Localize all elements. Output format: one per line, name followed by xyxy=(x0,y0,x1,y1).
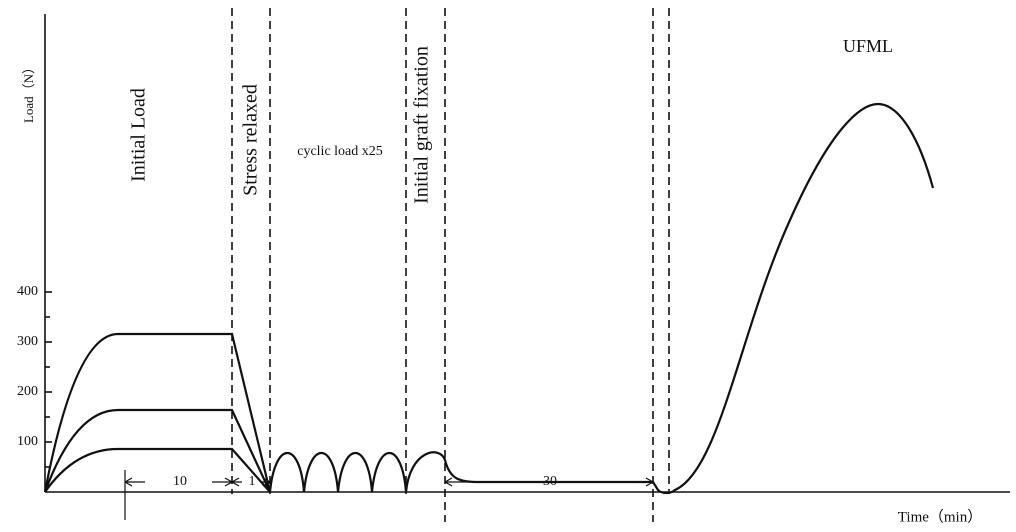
curve xyxy=(44,447,271,493)
duration-arrows xyxy=(124,470,654,520)
arrow xyxy=(628,477,654,487)
y-tick-label: 400 xyxy=(17,284,38,299)
x-axis-label: Time（min） xyxy=(898,508,982,525)
arrow xyxy=(212,477,233,487)
y-tick-label: 200 xyxy=(17,384,38,399)
y-axis-label: Load（N） xyxy=(21,61,36,123)
y-tick-label: 100 xyxy=(17,434,38,449)
arrow xyxy=(262,477,271,487)
curve xyxy=(43,332,272,493)
arrow xyxy=(124,477,145,487)
curve xyxy=(268,102,935,495)
phase-label: Initial graft fixation xyxy=(411,46,433,204)
phase-label: Stress relaxed xyxy=(240,84,262,196)
phase-label: UFML xyxy=(843,36,893,56)
arrow xyxy=(231,477,242,487)
phase-label: Initial Load xyxy=(128,88,150,182)
y-tick-marks xyxy=(45,291,52,468)
duration-label: 10 xyxy=(173,474,187,489)
arrow xyxy=(444,477,470,487)
phase-label: cyclic load x25 xyxy=(297,144,383,159)
y-tick-label: 300 xyxy=(17,334,38,349)
duration-label: 30 xyxy=(543,474,557,489)
curve xyxy=(43,408,271,493)
duration-label: 1 xyxy=(249,474,256,489)
load-curves xyxy=(43,102,935,495)
